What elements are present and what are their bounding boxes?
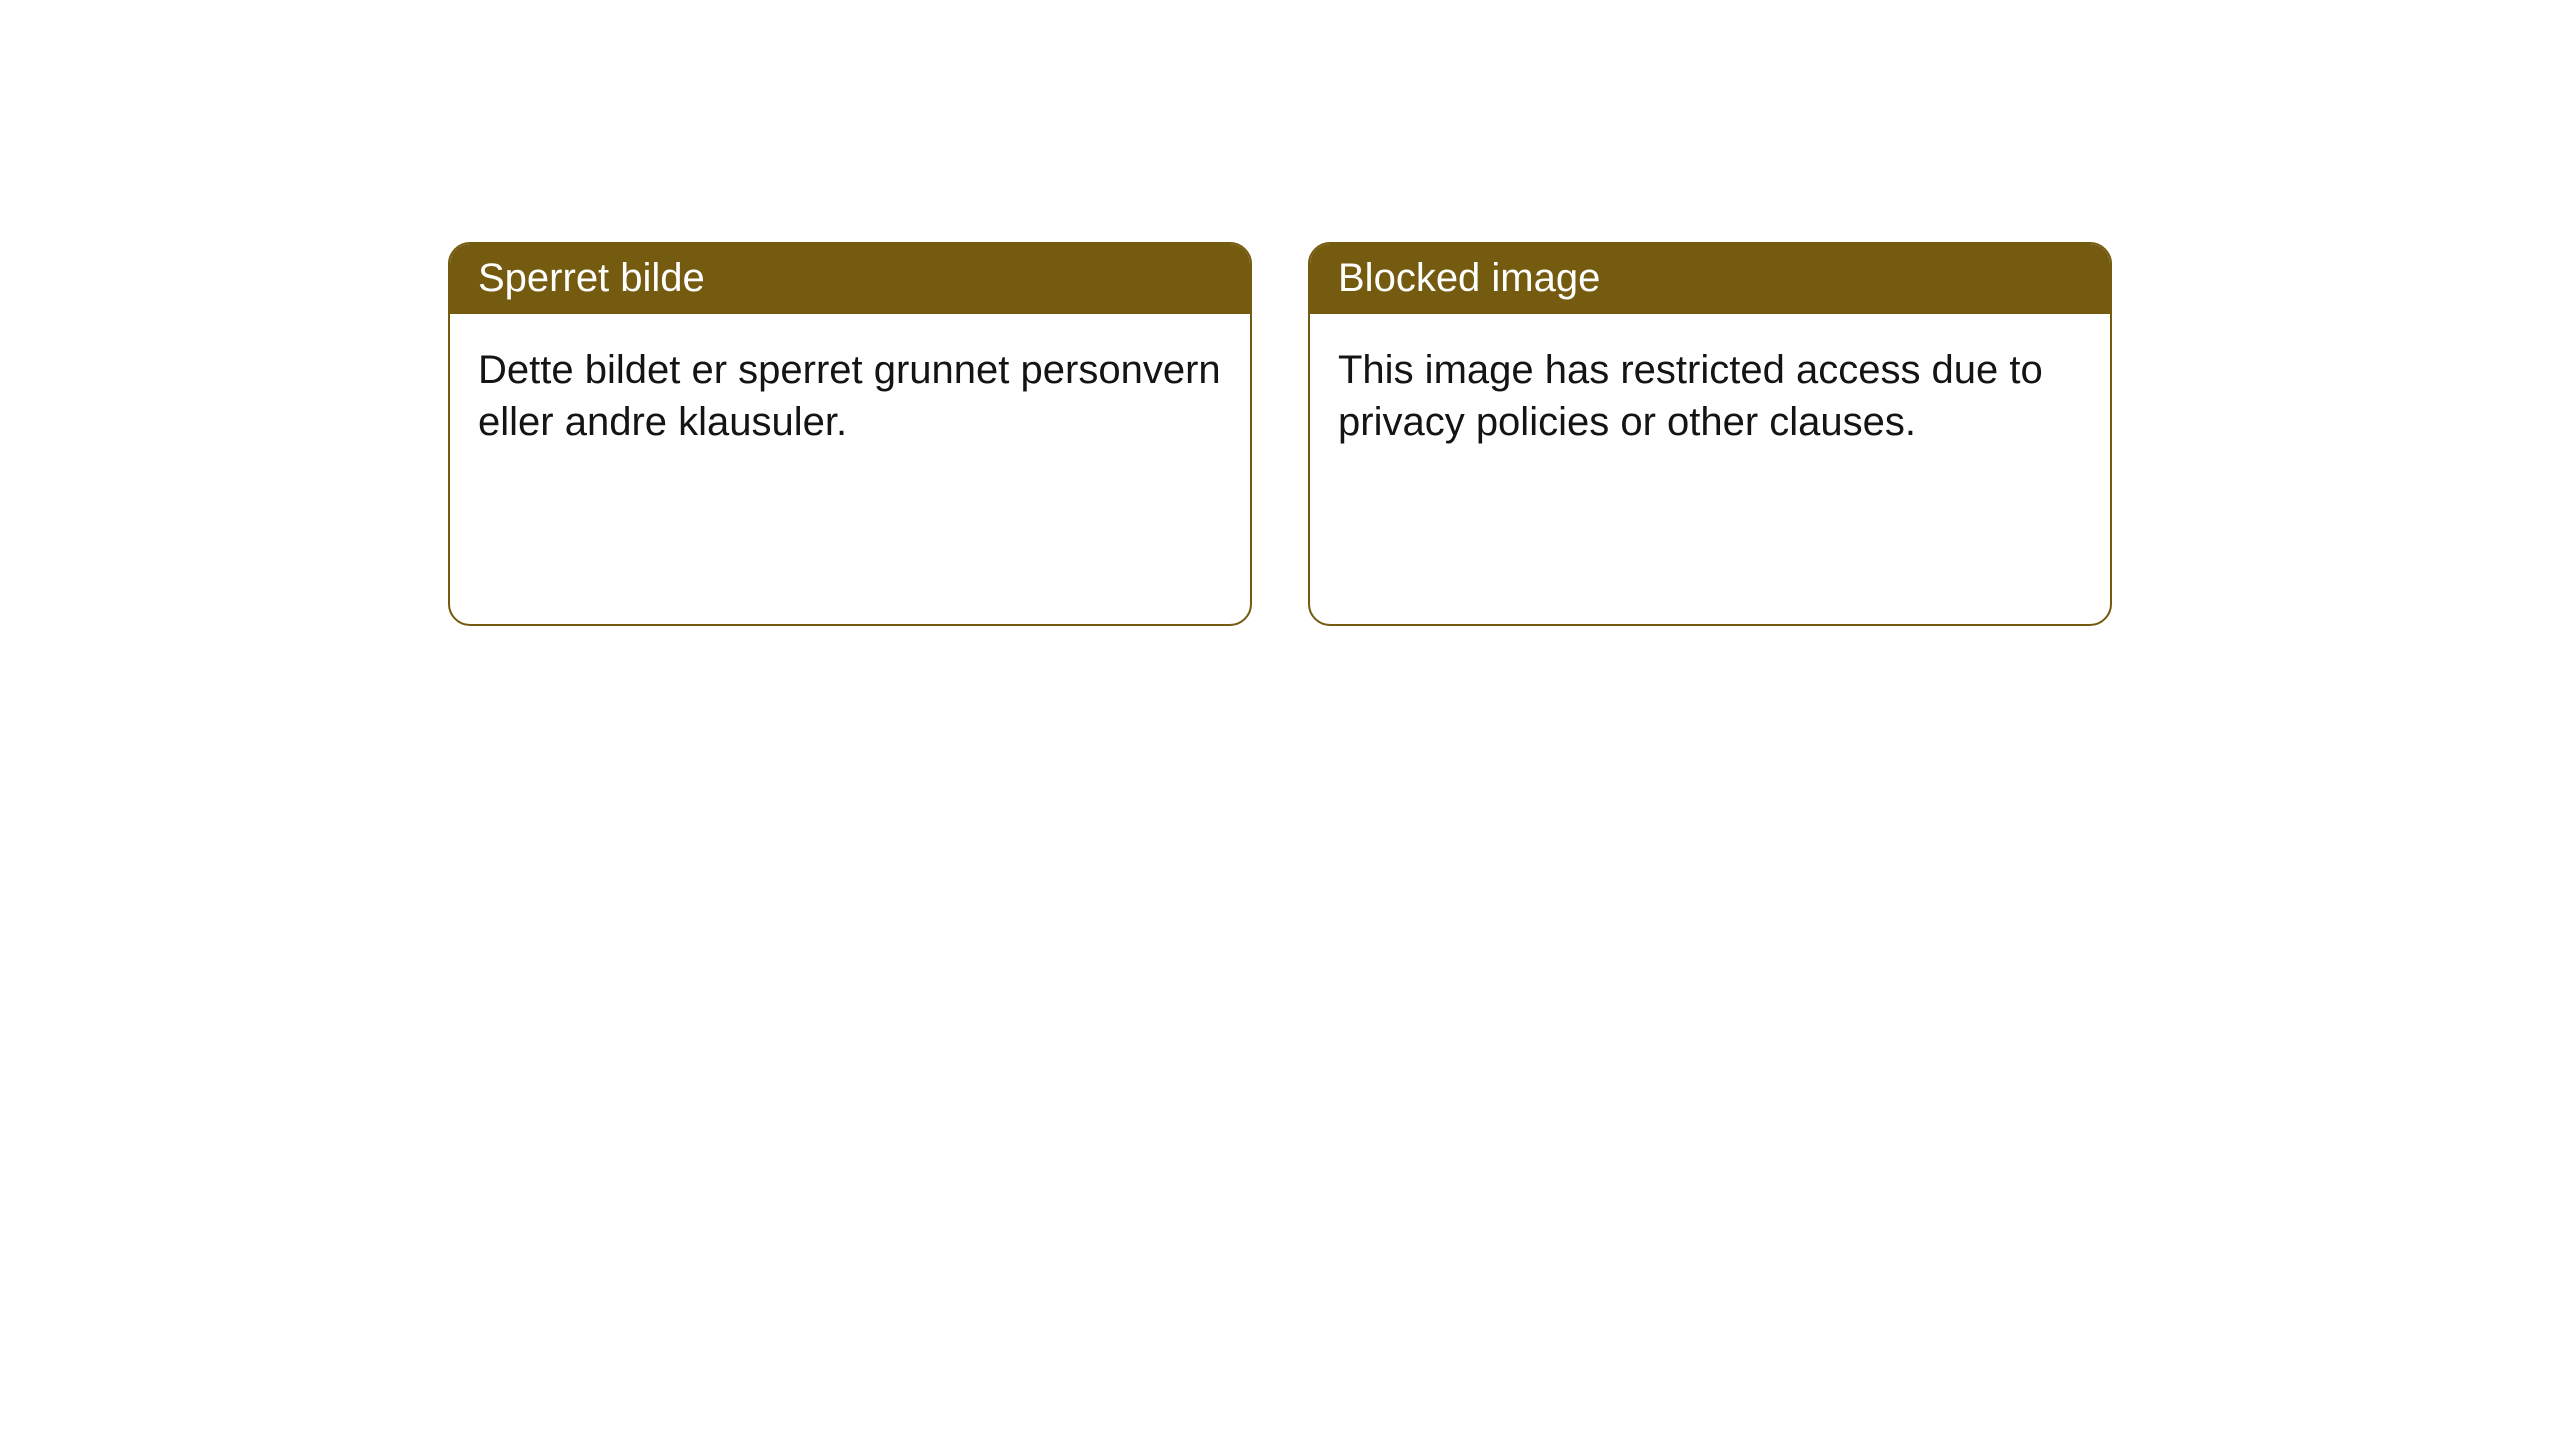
notice-card-english: Blocked image This image has restricted … [1308,242,2112,626]
notice-card-title: Blocked image [1310,244,2110,314]
notice-card-body: This image has restricted access due to … [1310,314,2110,624]
page: Sperret bilde Dette bildet er sperret gr… [0,0,2560,1440]
notice-card-body: Dette bildet er sperret grunnet personve… [450,314,1250,624]
notice-cards-row: Sperret bilde Dette bildet er sperret gr… [448,242,2112,626]
notice-card-norwegian: Sperret bilde Dette bildet er sperret gr… [448,242,1252,626]
notice-card-title: Sperret bilde [450,244,1250,314]
